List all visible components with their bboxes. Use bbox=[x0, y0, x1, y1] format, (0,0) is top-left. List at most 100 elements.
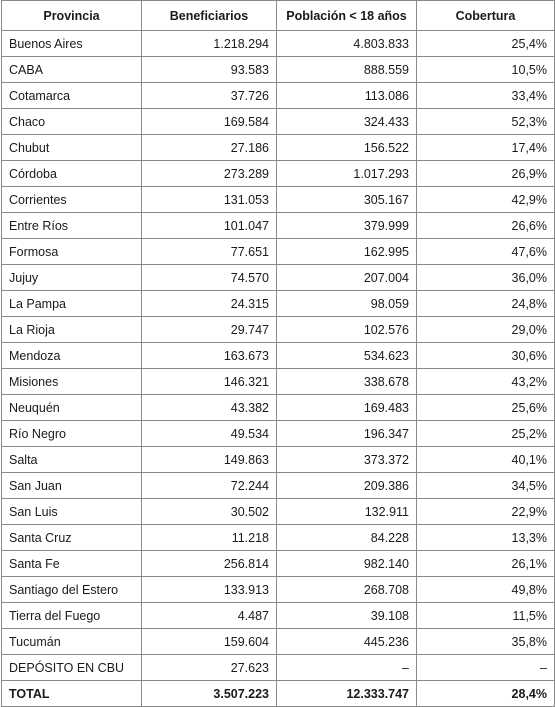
table-row: La Pampa 24.315 98.059 24,8% bbox=[1, 290, 555, 317]
cell-poblacion: 305.167 bbox=[276, 186, 417, 213]
cell-cobertura: 26,6% bbox=[416, 212, 555, 239]
cell-provincia: Tierra del Fuego bbox=[1, 602, 142, 629]
cell-poblacion: 338.678 bbox=[276, 368, 417, 395]
table-row: San Luis 30.502 132.911 22,9% bbox=[1, 498, 555, 525]
cell-beneficiarios: 24.315 bbox=[141, 290, 277, 317]
cell-beneficiarios: 131.053 bbox=[141, 186, 277, 213]
cell-cobertura: 26,9% bbox=[416, 160, 555, 187]
table-row: Entre Ríos 101.047 379.999 26,6% bbox=[1, 212, 555, 239]
cell-beneficiarios: 4.487 bbox=[141, 602, 277, 629]
cell-cobertura: 25,6% bbox=[416, 394, 555, 421]
cell-beneficiarios: 273.289 bbox=[141, 160, 277, 187]
cell-cobertura: 13,3% bbox=[416, 524, 555, 551]
cell-poblacion: 162.995 bbox=[276, 238, 417, 265]
cell-poblacion: 534.623 bbox=[276, 342, 417, 369]
cell-provincia: Corrientes bbox=[1, 186, 142, 213]
cell-poblacion: – bbox=[276, 654, 417, 681]
table-row: Jujuy 74.570 207.004 36,0% bbox=[1, 264, 555, 291]
cell-poblacion: 4.803.833 bbox=[276, 30, 417, 57]
cell-poblacion: 132.911 bbox=[276, 498, 417, 525]
total-label: TOTAL bbox=[1, 680, 142, 707]
cell-provincia: Mendoza bbox=[1, 342, 142, 369]
table-row: CABA 93.583 888.559 10,5% bbox=[1, 56, 555, 83]
cell-provincia: CABA bbox=[1, 56, 142, 83]
table-row: Tucumán 159.604 445.236 35,8% bbox=[1, 628, 555, 655]
cell-cobertura: 35,8% bbox=[416, 628, 555, 655]
cell-cobertura: 42,9% bbox=[416, 186, 555, 213]
cell-cobertura: 25,4% bbox=[416, 30, 555, 57]
cell-cobertura: 30,6% bbox=[416, 342, 555, 369]
cell-beneficiarios: 43.382 bbox=[141, 394, 277, 421]
header-beneficiarios: Beneficiarios bbox=[141, 0, 277, 31]
table-row: Salta 149.863 373.372 40,1% bbox=[1, 446, 555, 473]
table-row: DEPÓSITO EN CBU 27.623– – bbox=[1, 654, 555, 681]
cell-beneficiarios: 133.913 bbox=[141, 576, 277, 603]
cell-cobertura: 22,9% bbox=[416, 498, 555, 525]
cell-beneficiarios: 11.218 bbox=[141, 524, 277, 551]
cell-beneficiarios: 37.726 bbox=[141, 82, 277, 109]
header-row: Provincia Beneficiarios Población < 18 a… bbox=[1, 0, 555, 31]
cell-beneficiarios: 74.570 bbox=[141, 264, 277, 291]
cell-cobertura: 17,4% bbox=[416, 134, 555, 161]
cell-poblacion: 169.483 bbox=[276, 394, 417, 421]
cell-beneficiarios: 77.651 bbox=[141, 238, 277, 265]
cell-cobertura: 34,5% bbox=[416, 472, 555, 499]
cell-beneficiarios: 159.604 bbox=[141, 628, 277, 655]
cell-beneficiarios: 27.186 bbox=[141, 134, 277, 161]
table-footer: TOTAL 3.507.223 12.333.747 28,4% bbox=[1, 680, 555, 707]
table-row: Corrientes 131.053 305.167 42,9% bbox=[1, 186, 555, 213]
table-row: Cotamarca 37.726 113.086 33,4% bbox=[1, 82, 555, 109]
table-row: Tierra del Fuego 4.487 39.108 11,5% bbox=[1, 602, 555, 629]
table-row: Chubut 27.186 156.522 17,4% bbox=[1, 134, 555, 161]
cell-poblacion: 268.708 bbox=[276, 576, 417, 603]
cell-provincia: Córdoba bbox=[1, 160, 142, 187]
cell-poblacion: 196.347 bbox=[276, 420, 417, 447]
cell-cobertura: 10,5% bbox=[416, 56, 555, 83]
cell-provincia: Entre Ríos bbox=[1, 212, 142, 239]
cell-provincia: Tucumán bbox=[1, 628, 142, 655]
table-row: Formosa 77.651 162.995 47,6% bbox=[1, 238, 555, 265]
cell-provincia: La Pampa bbox=[1, 290, 142, 317]
cell-poblacion: 156.522 bbox=[276, 134, 417, 161]
cell-provincia: Chaco bbox=[1, 108, 142, 135]
cell-poblacion: 39.108 bbox=[276, 602, 417, 629]
table-row: La Rioja 29.747 102.576 29,0% bbox=[1, 316, 555, 343]
cell-poblacion: 445.236 bbox=[276, 628, 417, 655]
cell-beneficiarios: 163.673 bbox=[141, 342, 277, 369]
cell-beneficiarios: 27.623 bbox=[141, 654, 277, 681]
cell-provincia: Formosa bbox=[1, 238, 142, 265]
cell-beneficiarios: 1.218.294 bbox=[141, 30, 277, 57]
cell-poblacion: 98.059 bbox=[276, 290, 417, 317]
cell-provincia: Salta bbox=[1, 446, 142, 473]
cell-poblacion: 102.576 bbox=[276, 316, 417, 343]
cell-provincia: Buenos Aires bbox=[1, 30, 142, 57]
cell-cobertura: 52,3% bbox=[416, 108, 555, 135]
cell-poblacion: 209.386 bbox=[276, 472, 417, 499]
table-row: Buenos Aires 1.218.294 4.803.833 25,4% bbox=[1, 30, 555, 57]
cell-cobertura: 11,5% bbox=[416, 602, 555, 629]
total-poblacion: 12.333.747 bbox=[276, 680, 417, 707]
cell-cobertura: 26,1% bbox=[416, 550, 555, 577]
cell-cobertura: 33,4% bbox=[416, 82, 555, 109]
cell-beneficiarios: 149.863 bbox=[141, 446, 277, 473]
cell-provincia: Misiones bbox=[1, 368, 142, 395]
cell-beneficiarios: 29.747 bbox=[141, 316, 277, 343]
header-poblacion: Población < 18 años bbox=[276, 0, 417, 31]
cell-provincia: Neuquén bbox=[1, 394, 142, 421]
table-row: Misiones 146.321 338.678 43,2% bbox=[1, 368, 555, 395]
cell-provincia: Cotamarca bbox=[1, 82, 142, 109]
cell-provincia: DEPÓSITO EN CBU bbox=[1, 654, 142, 681]
table-row: San Juan 72.244 209.386 34,5% bbox=[1, 472, 555, 499]
total-beneficiarios: 3.507.223 bbox=[141, 680, 277, 707]
cell-provincia: Santiago del Estero bbox=[1, 576, 142, 603]
cell-provincia: Santa Cruz bbox=[1, 524, 142, 551]
cell-cobertura: – bbox=[416, 654, 555, 681]
cell-cobertura: 40,1% bbox=[416, 446, 555, 473]
table-row: Santiago del Estero 133.913 268.708 49,8% bbox=[1, 576, 555, 603]
cell-beneficiarios: 72.244 bbox=[141, 472, 277, 499]
cell-cobertura: 24,8% bbox=[416, 290, 555, 317]
cell-poblacion: 207.004 bbox=[276, 264, 417, 291]
cell-poblacion: 373.372 bbox=[276, 446, 417, 473]
